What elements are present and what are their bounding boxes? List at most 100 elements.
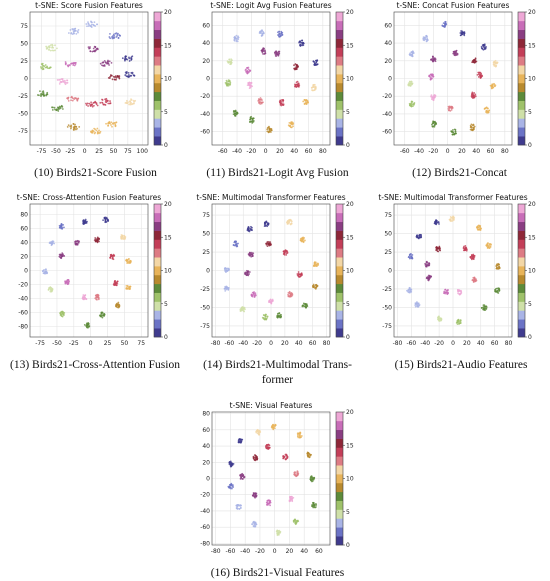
scatter-point [281,34,284,36]
scatter-point [471,97,474,99]
scatter-point [496,264,499,267]
scatter-point [497,262,499,265]
figure-panel-logit-avg: t-SNE: Logit Avg Fusion Features -60 -40 -2… [190,0,365,162]
y-tick-label: 20 [202,459,210,466]
x-tick-label: 40 [472,148,480,155]
scatter-point [54,49,56,52]
scatter-point [87,105,90,107]
scatter-point [459,32,462,34]
scatter-point [454,132,457,135]
figure-panel-visual: t-SNE: Visual Features -80 -60 -40 -20 0 20 40 6… [190,400,365,562]
scatter-point [456,289,459,291]
scatter-point [127,76,130,79]
scatter-point [236,504,239,506]
scatter-point [269,301,272,303]
scatter-point [430,58,433,61]
scatter-point [121,57,124,60]
scatter-point [414,305,417,308]
scatter-point [285,458,288,460]
x-tick-label: 40 [295,340,303,347]
x-tick-label: -20 [434,340,444,347]
y-tick-label: -50 [382,304,392,311]
colorbar-segment [518,38,525,48]
scatter-point [240,441,242,444]
scatter-point [107,124,109,127]
scatter-point [229,81,232,84]
scatter-point [460,30,462,32]
scatter-point [128,103,130,106]
scatter-point [407,289,409,291]
scatter-point [118,77,121,80]
scatter-point [407,83,410,86]
scatter-point [254,494,257,497]
colorbar-segment [336,536,343,546]
scatter-point [58,105,61,108]
colorbar-segment [336,420,343,431]
scatter-point [293,471,296,473]
scatter-point [443,22,446,25]
scatter-point [448,218,451,221]
y-tick-label: 60 [384,22,392,29]
scatter-point [453,50,456,53]
scatter-point [41,64,44,67]
scatter-point [313,63,316,66]
caption-visual: (16) Birds21-Visual Features [210,567,345,579]
scatter-point [472,253,475,256]
colorbar-segment [518,91,525,101]
scatter-point [224,289,227,292]
scatter-point [69,29,72,31]
colorbar-segment [336,230,343,240]
colorbar-segment [154,292,161,302]
colorbar-tick-label: 0 [164,334,168,341]
scatter-point [305,303,308,306]
scatter-point [266,245,269,248]
scatter-point [103,60,106,62]
scatter-point [90,101,92,104]
scatter-point [130,103,133,106]
scatter-point [251,523,254,526]
scatter-point [435,245,438,248]
scatter-point [270,127,273,130]
scatter-point [115,36,118,38]
scatter-point [262,30,264,33]
scatter-point [418,236,421,239]
scatter-point [124,74,127,76]
scatter-point [229,82,232,85]
y-tick-label: -25 [382,286,392,293]
x-tick-label: -20 [252,340,262,347]
scatter-point [419,234,422,237]
scatter-point [425,40,428,43]
colorbar-segment [336,310,343,320]
caption-multimodal-transformer: (14) Birds21-Multimodal Trans- former [203,359,352,386]
scatter-point [464,244,467,247]
colorbar-segment [154,301,161,311]
colorbar-segment [336,274,343,285]
figure-panel-score-fusion: t-SNE: Score Fusion Features -75 -50 -25 0 25… [8,0,183,162]
scatter-point [252,457,255,459]
scatter-point [280,30,283,33]
scatter-point [60,227,63,230]
scatter-point [75,98,78,101]
scatter-point [68,64,71,67]
scatter-point [86,102,89,105]
scatter-point [247,68,250,71]
caption-cross-attention: (13) Birds21-Cross-Attention Fusion [10,359,180,371]
scatter-point [426,36,428,39]
caption-concat: (12) Birds21-Concat [412,167,507,179]
scatter-point [41,270,44,273]
x-tick-label: -50 [51,148,61,155]
scatter-point [45,270,48,273]
scatter-point [254,492,257,494]
scatter-point [312,478,315,481]
scatter-point [112,75,115,78]
scatter-point [56,79,59,81]
scatter-point [292,496,295,499]
scatter-point [107,102,110,105]
scatter-point [413,103,416,105]
y-tick-label: 0 [24,268,28,275]
scatter-point [110,254,113,257]
scatter-point [425,263,428,266]
scatter-point [54,108,56,111]
scatter-point [277,532,279,535]
scatter-point [255,458,258,461]
